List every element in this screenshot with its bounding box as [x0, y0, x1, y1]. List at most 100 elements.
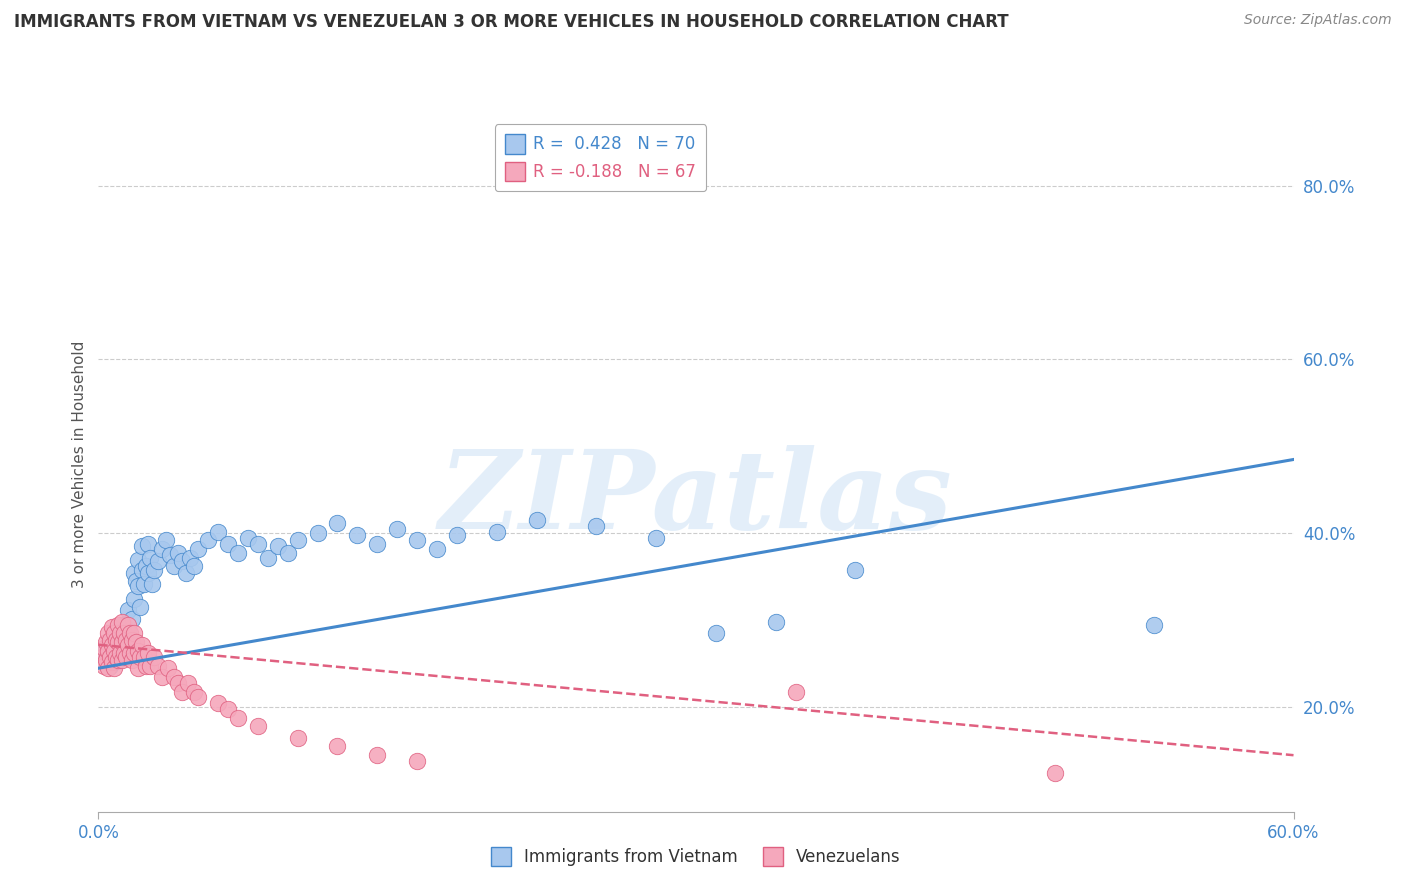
Point — [136, 537, 159, 551]
Point — [526, 513, 548, 527]
Point — [485, 524, 508, 539]
Point — [134, 649, 156, 664]
Point — [107, 641, 129, 656]
Point — [101, 620, 124, 634]
Point — [704, 626, 727, 640]
Point — [785, 684, 807, 698]
Point — [96, 635, 118, 649]
Point — [105, 649, 128, 664]
Point — [163, 670, 186, 684]
Point — [120, 626, 142, 640]
Point — [197, 533, 219, 548]
Point — [121, 612, 143, 626]
Point — [1143, 617, 1166, 632]
Point — [179, 550, 201, 565]
Point — [183, 684, 205, 698]
Point — [124, 647, 146, 661]
Point — [103, 631, 125, 645]
Point — [103, 644, 125, 658]
Point — [97, 640, 120, 654]
Point — [107, 635, 129, 649]
Point — [366, 537, 388, 551]
Point — [98, 632, 122, 647]
Point — [141, 577, 163, 591]
Point — [366, 748, 388, 763]
Point — [187, 690, 209, 704]
Point — [183, 559, 205, 574]
Point — [98, 649, 122, 664]
Point — [159, 548, 181, 562]
Point — [117, 617, 139, 632]
Point — [346, 528, 368, 542]
Point — [115, 641, 138, 656]
Point — [111, 632, 134, 647]
Point — [326, 516, 349, 530]
Point — [765, 615, 787, 629]
Point — [217, 537, 239, 551]
Point — [1043, 765, 1066, 780]
Point — [105, 638, 128, 652]
Point — [96, 652, 118, 666]
Point — [121, 652, 143, 666]
Point — [287, 533, 309, 548]
Point — [97, 626, 120, 640]
Point — [111, 635, 134, 649]
Point — [117, 603, 139, 617]
Point — [120, 635, 142, 649]
Legend: Immigrants from Vietnam, Venezuelans: Immigrants from Vietnam, Venezuelans — [484, 840, 908, 873]
Point — [125, 635, 148, 649]
Point — [406, 533, 429, 548]
Point — [287, 731, 309, 745]
Point — [111, 615, 134, 629]
Point — [226, 711, 249, 725]
Point — [136, 566, 159, 580]
Point — [167, 545, 190, 559]
Point — [101, 647, 124, 661]
Point — [127, 578, 149, 592]
Point — [135, 559, 157, 574]
Point — [277, 545, 299, 559]
Point — [107, 617, 129, 632]
Point — [207, 696, 229, 710]
Point — [131, 638, 153, 652]
Point — [125, 574, 148, 589]
Point — [217, 702, 239, 716]
Point — [134, 577, 156, 591]
Point — [112, 626, 135, 640]
Point — [148, 658, 170, 673]
Point — [177, 676, 200, 690]
Point — [127, 552, 149, 566]
Point — [143, 649, 166, 664]
Text: ZIPatlas: ZIPatlas — [439, 445, 953, 552]
Point — [157, 661, 180, 675]
Point — [98, 658, 122, 673]
Point — [103, 661, 125, 675]
Text: Source: ZipAtlas.com: Source: ZipAtlas.com — [1244, 13, 1392, 28]
Point — [131, 563, 153, 577]
Point — [103, 649, 125, 664]
Point — [93, 644, 115, 658]
Point — [107, 652, 129, 666]
Point — [143, 563, 166, 577]
Point — [127, 661, 149, 675]
Point — [844, 563, 866, 577]
Point — [127, 644, 149, 658]
Point — [111, 652, 134, 666]
Point — [139, 550, 162, 565]
Point — [167, 676, 190, 690]
Point — [97, 644, 120, 658]
Point — [326, 739, 349, 754]
Point — [148, 554, 170, 568]
Point — [93, 658, 115, 673]
Point — [101, 638, 124, 652]
Point — [107, 622, 129, 636]
Point — [207, 524, 229, 539]
Point — [139, 658, 162, 673]
Point — [172, 684, 194, 698]
Point — [163, 559, 186, 574]
Point — [129, 600, 152, 615]
Point — [96, 652, 118, 666]
Point — [124, 591, 146, 606]
Point — [131, 540, 153, 554]
Point — [150, 542, 173, 557]
